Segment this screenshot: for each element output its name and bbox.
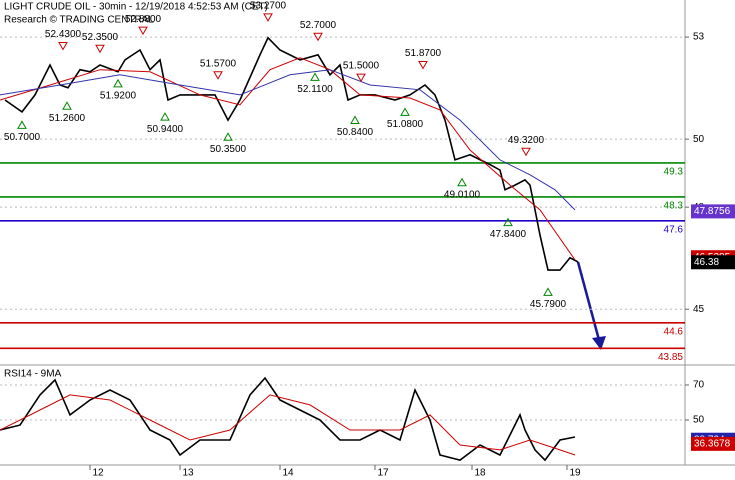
price-box bbox=[691, 255, 735, 270]
level-label: 48.3 bbox=[664, 201, 684, 212]
price-box-label: 46.38 bbox=[694, 257, 719, 268]
annotation-label: 51.5700 bbox=[200, 58, 237, 69]
series-line bbox=[0, 394, 576, 456]
annotation-label: 47.8400 bbox=[490, 229, 527, 240]
forecast-arrow bbox=[576, 261, 601, 341]
annotation-label: 51.0800 bbox=[387, 119, 424, 130]
y-tick-label: 53 bbox=[693, 32, 705, 43]
annotation-label: 50.8400 bbox=[337, 127, 374, 138]
annotation-label: 51.5000 bbox=[343, 61, 380, 72]
low-marker bbox=[113, 78, 123, 88]
low-marker bbox=[160, 112, 170, 121]
annotation-label: 51.8700 bbox=[405, 48, 442, 59]
x-tick-label: 12 bbox=[92, 468, 104, 479]
x-tick-label: 14 bbox=[282, 468, 294, 479]
low-marker bbox=[503, 217, 513, 227]
annotation-label: 52.3500 bbox=[82, 32, 119, 43]
panel-title: RSI14 - 9MA bbox=[4, 369, 62, 380]
annotation-label: 53.2700 bbox=[250, 1, 287, 12]
high-marker bbox=[521, 147, 531, 157]
level-label: 44.6 bbox=[664, 326, 684, 337]
series-line bbox=[0, 57, 576, 261]
annotation-label: 50.7000 bbox=[4, 132, 41, 143]
low-marker bbox=[543, 287, 553, 296]
x-tick-label: 18 bbox=[474, 468, 486, 479]
low-marker bbox=[223, 132, 233, 141]
series-line bbox=[0, 376, 576, 462]
level-label: 43.85 bbox=[658, 352, 683, 363]
annotation-label: 50.3500 bbox=[210, 144, 247, 155]
y-tick-label: 50 bbox=[693, 134, 705, 145]
annotation-label: 52.7000 bbox=[300, 20, 337, 31]
annotation-label: 45.7900 bbox=[530, 299, 567, 310]
y-tick-label: 45 bbox=[693, 304, 705, 315]
x-tick-label: 19 bbox=[569, 468, 581, 479]
high-marker bbox=[213, 71, 223, 80]
high-marker bbox=[95, 44, 105, 54]
x-tick-label: 17 bbox=[377, 468, 389, 479]
low-marker bbox=[350, 115, 360, 125]
high-marker bbox=[418, 61, 428, 70]
level-label: 47.6 bbox=[664, 224, 684, 235]
chart-title: LIGHT CRUDE OIL - 30min - 12/19/2018 4:5… bbox=[4, 2, 268, 13]
series-line bbox=[4, 36, 579, 271]
high-marker bbox=[263, 13, 273, 22]
price-box bbox=[691, 204, 735, 219]
annotation-label: 52.4300 bbox=[45, 29, 82, 40]
annotation-label: 51.9200 bbox=[100, 90, 137, 101]
high-marker bbox=[313, 32, 323, 42]
price-box bbox=[691, 436, 735, 451]
high-marker bbox=[356, 73, 366, 83]
annotation-label: 51.2600 bbox=[49, 113, 86, 124]
chart-subtitle: Research © TRADING CENTRAL bbox=[4, 15, 154, 26]
low-marker bbox=[17, 120, 27, 129]
annotation-label: 52.8800 bbox=[125, 14, 162, 25]
high-marker bbox=[138, 26, 148, 36]
y-tick-label: 70 bbox=[693, 380, 705, 391]
level-label: 49.3 bbox=[664, 167, 684, 178]
low-marker bbox=[62, 101, 72, 110]
high-marker bbox=[58, 41, 68, 51]
low-marker bbox=[310, 72, 320, 81]
annotation-label: 50.9400 bbox=[147, 124, 184, 135]
low-marker bbox=[457, 177, 467, 187]
annotation-label: 49.0100 bbox=[444, 189, 481, 200]
price-box-label: 47.8756 bbox=[694, 206, 731, 217]
y-tick-label: 50 bbox=[693, 415, 705, 426]
annotation-label: 52.1100 bbox=[297, 84, 333, 95]
low-marker bbox=[400, 107, 410, 116]
annotation-label: 49.3200 bbox=[508, 135, 545, 146]
price-box-label: 36.3678 bbox=[694, 439, 731, 450]
arrow-head bbox=[592, 336, 606, 350]
x-tick-label: 13 bbox=[182, 468, 194, 479]
series-line bbox=[0, 69, 576, 211]
